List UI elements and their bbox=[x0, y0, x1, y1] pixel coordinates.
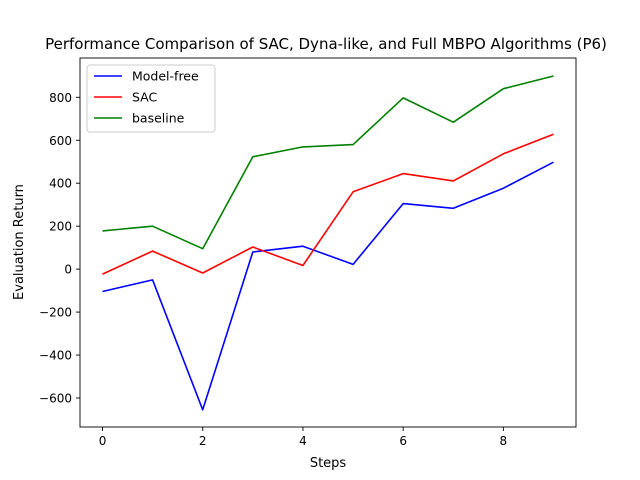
y-tick-label: 400 bbox=[49, 177, 72, 191]
x-tick-label: 0 bbox=[99, 434, 107, 448]
y-tick-label: −600 bbox=[39, 392, 72, 406]
x-axis-label: Steps bbox=[310, 456, 347, 471]
legend: Model-free SAC baseline bbox=[86, 64, 216, 133]
chart-title: Performance Comparison of SAC, Dyna-like… bbox=[45, 35, 607, 53]
legend-label-baseline: baseline bbox=[132, 111, 185, 126]
y-tick-label: 800 bbox=[49, 91, 72, 105]
y-axis-label: Evaluation Return bbox=[12, 184, 27, 300]
series-line-baseline bbox=[102, 75, 554, 250]
series-line-sac bbox=[102, 133, 554, 275]
legend-label-sac: SAC bbox=[132, 90, 157, 105]
series-layer bbox=[102, 75, 554, 411]
legend-box bbox=[86, 64, 216, 133]
y-tick-label: −200 bbox=[39, 306, 72, 320]
x-tick-label: 4 bbox=[299, 434, 307, 448]
x-tick-label: 2 bbox=[199, 434, 207, 448]
legend-label-model-free: Model-free bbox=[132, 69, 199, 84]
series-line-model-free bbox=[102, 161, 554, 411]
axes-layer: 0 2 4 6 8 −600 −400 −200 0 200 400 600 800 bbox=[39, 57, 577, 448]
y-tick-label: 600 bbox=[49, 134, 72, 148]
y-tick-label: −400 bbox=[39, 349, 72, 363]
x-tick-label: 6 bbox=[399, 434, 407, 448]
y-tick-label: 0 bbox=[64, 263, 72, 277]
x-tick-label: 8 bbox=[500, 434, 508, 448]
y-tick-label: 200 bbox=[49, 220, 72, 234]
axes-frame bbox=[79, 57, 577, 428]
